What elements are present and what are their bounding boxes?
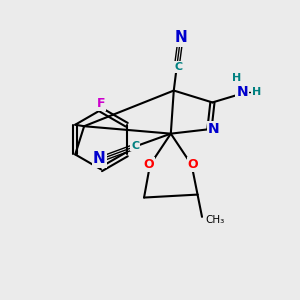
Text: O: O — [188, 158, 198, 171]
Text: F: F — [97, 97, 105, 110]
Text: N: N — [236, 85, 248, 99]
Text: C: C — [174, 62, 182, 72]
Text: CH₃: CH₃ — [205, 215, 224, 225]
Text: O: O — [143, 158, 154, 171]
Text: N: N — [175, 30, 188, 45]
Text: N: N — [93, 152, 106, 166]
Text: H: H — [232, 73, 242, 83]
Text: C: C — [131, 140, 139, 151]
Text: H: H — [252, 87, 261, 97]
Text: N: N — [208, 122, 220, 136]
Text: F: F — [97, 97, 105, 110]
